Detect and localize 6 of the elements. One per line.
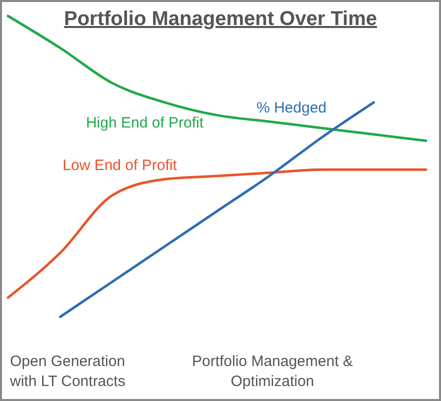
series-label: Low End of Profit	[62, 157, 178, 174]
text: Portfolio Management & Optimization	[192, 352, 353, 392]
text: Open Generation with LT Contracts	[10, 352, 126, 392]
chart-title: Portfolio Management Over Time	[62, 8, 378, 31]
series-label: % Hedged	[256, 100, 327, 117]
series-label: High End of Profit	[86, 114, 204, 132]
